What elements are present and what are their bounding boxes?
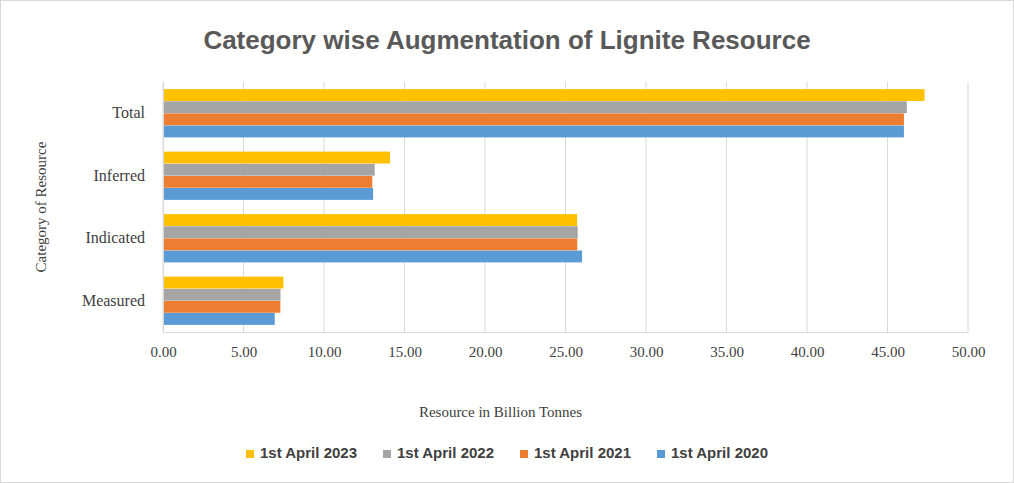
bar [163,152,390,164]
bar [163,214,577,226]
x-tick: 40.00 [791,332,825,360]
x-tick-label: 30.00 [630,344,664,360]
legend-swatch [520,450,528,458]
y-tick: Measured [82,292,163,309]
title: Category wise Augmentation of Lignite Re… [203,25,810,55]
grid-line [968,82,969,332]
series [163,89,925,288]
legend-label: 1st April 2021 [534,444,631,461]
legend-swatch [246,450,254,458]
legend: 1st April 2023 1st April 2022 1st April 20… [246,444,768,461]
chart-background [1,1,1014,483]
bar [163,226,578,238]
legend-label: 1st April 2020 [671,444,768,461]
x-tick: 20.00 [469,332,503,360]
y-axis-line [163,83,164,333]
bar [163,176,372,188]
x-tick-label: 35.00 [710,344,744,360]
y-tick-label: Total [112,104,145,121]
y-tick-label: Inferred [93,167,145,184]
x-tick-label: 0.00 [150,344,176,360]
x-tick-label: 10.00 [308,344,342,360]
bar [163,313,275,325]
legend-swatch [383,450,391,458]
series [163,125,904,324]
chart: 0.00 5.00 10.00 15.00 20.00 25.00 30.00 35.00 40… [0,0,1014,483]
x-tick-label: 40.00 [791,344,825,360]
legend-swatch [657,450,665,458]
bar [163,250,582,262]
x-tick-label: 25.00 [549,344,583,360]
y-tick-label: Indicated [85,229,145,246]
bar [163,289,281,301]
y-tick: Indicated [85,229,163,246]
bar [163,301,280,313]
x-tick-label: 15.00 [388,344,422,360]
series [163,101,907,300]
legend-item: 1st April 2021 [520,444,631,461]
x-tick-label: 20.00 [469,344,503,360]
x-tick: 15.00 [388,332,422,360]
bar [163,188,373,200]
y-tick-label: Measured [82,292,145,309]
x-tick-label: 45.00 [871,344,905,360]
plot-area: 0.00 5.00 10.00 15.00 20.00 25.00 30.00 35.00 40… [82,82,985,360]
x-tick-label: 50.00 [952,344,986,360]
x-axis: 0.00 5.00 10.00 15.00 20.00 25.00 30.00 35.00 40… [150,332,985,360]
bar [163,101,907,113]
bar [163,164,375,176]
x-tick: 5.00 [231,332,257,360]
grid [163,82,968,332]
x-axis-line [164,332,969,333]
x-tick: 10.00 [308,332,342,360]
x-tick: 35.00 [710,332,744,360]
x-tick: 50.00 [952,332,986,360]
grid-line [163,82,164,332]
y-tick: Inferred [93,167,163,184]
y-axis-title: Category of Resource [33,141,49,272]
bars [163,89,925,325]
legend-item: 1st April 2022 [383,444,494,461]
x-tick: 45.00 [871,332,905,360]
x-tick: 25.00 [549,332,583,360]
legend-item: 1st April 2023 [246,444,357,461]
x-tick-label: 5.00 [231,344,257,360]
bar [163,277,283,289]
legend-label: 1st April 2022 [397,444,494,461]
bar [163,89,925,101]
bar [163,125,904,137]
bar [163,113,904,125]
x-tick: 0.00 [150,332,176,360]
x-axis-title: Resource in Billion Tonnes [419,404,582,420]
series [163,113,904,312]
x-tick: 30.00 [630,332,664,360]
bar [163,238,577,250]
legend-label: 1st April 2023 [260,444,357,461]
y-axis: Measured Indicated Inferred Total [82,83,164,333]
y-tick: Total [112,104,163,121]
legend-item: 1st April 2020 [657,444,768,461]
